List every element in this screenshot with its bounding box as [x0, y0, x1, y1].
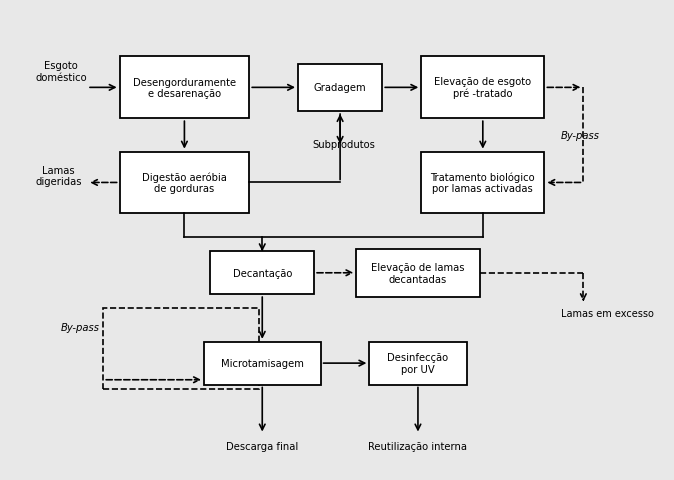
Text: Tratamento biológico
por lamas activadas: Tratamento biológico por lamas activadas — [431, 172, 535, 194]
FancyBboxPatch shape — [210, 252, 314, 295]
Text: Reutilização interna: Reutilização interna — [369, 442, 468, 451]
Text: Elevação de lamas
decantadas: Elevação de lamas decantadas — [371, 263, 464, 284]
Text: By-pass: By-pass — [561, 131, 600, 141]
Text: Microtamisagem: Microtamisagem — [221, 359, 304, 368]
Text: Descarga final: Descarga final — [226, 442, 299, 451]
FancyBboxPatch shape — [421, 57, 545, 119]
Text: Decantação: Decantação — [233, 268, 292, 278]
FancyBboxPatch shape — [421, 152, 545, 214]
Text: Desinfecção
por UV: Desinfecção por UV — [388, 353, 448, 374]
Text: Esgoto
doméstico: Esgoto doméstico — [35, 61, 87, 83]
Text: Desengorduramente
e desarenação: Desengorduramente e desarenação — [133, 77, 236, 99]
FancyBboxPatch shape — [357, 250, 480, 297]
Text: Lamas em excesso: Lamas em excesso — [561, 309, 654, 319]
Text: Gradagem: Gradagem — [314, 83, 367, 93]
Text: Lamas
digeridas: Lamas digeridas — [35, 165, 82, 187]
FancyBboxPatch shape — [119, 152, 249, 214]
FancyBboxPatch shape — [369, 342, 466, 384]
FancyBboxPatch shape — [298, 64, 382, 112]
FancyBboxPatch shape — [204, 342, 321, 384]
FancyBboxPatch shape — [119, 57, 249, 119]
Text: Elevação de esgoto
pré -tratado: Elevação de esgoto pré -tratado — [434, 77, 531, 99]
Text: Subprodutos: Subprodutos — [312, 140, 375, 150]
Text: By-pass: By-pass — [61, 323, 100, 333]
Text: Digestão aeróbia
de gorduras: Digestão aeróbia de gorduras — [142, 172, 227, 194]
